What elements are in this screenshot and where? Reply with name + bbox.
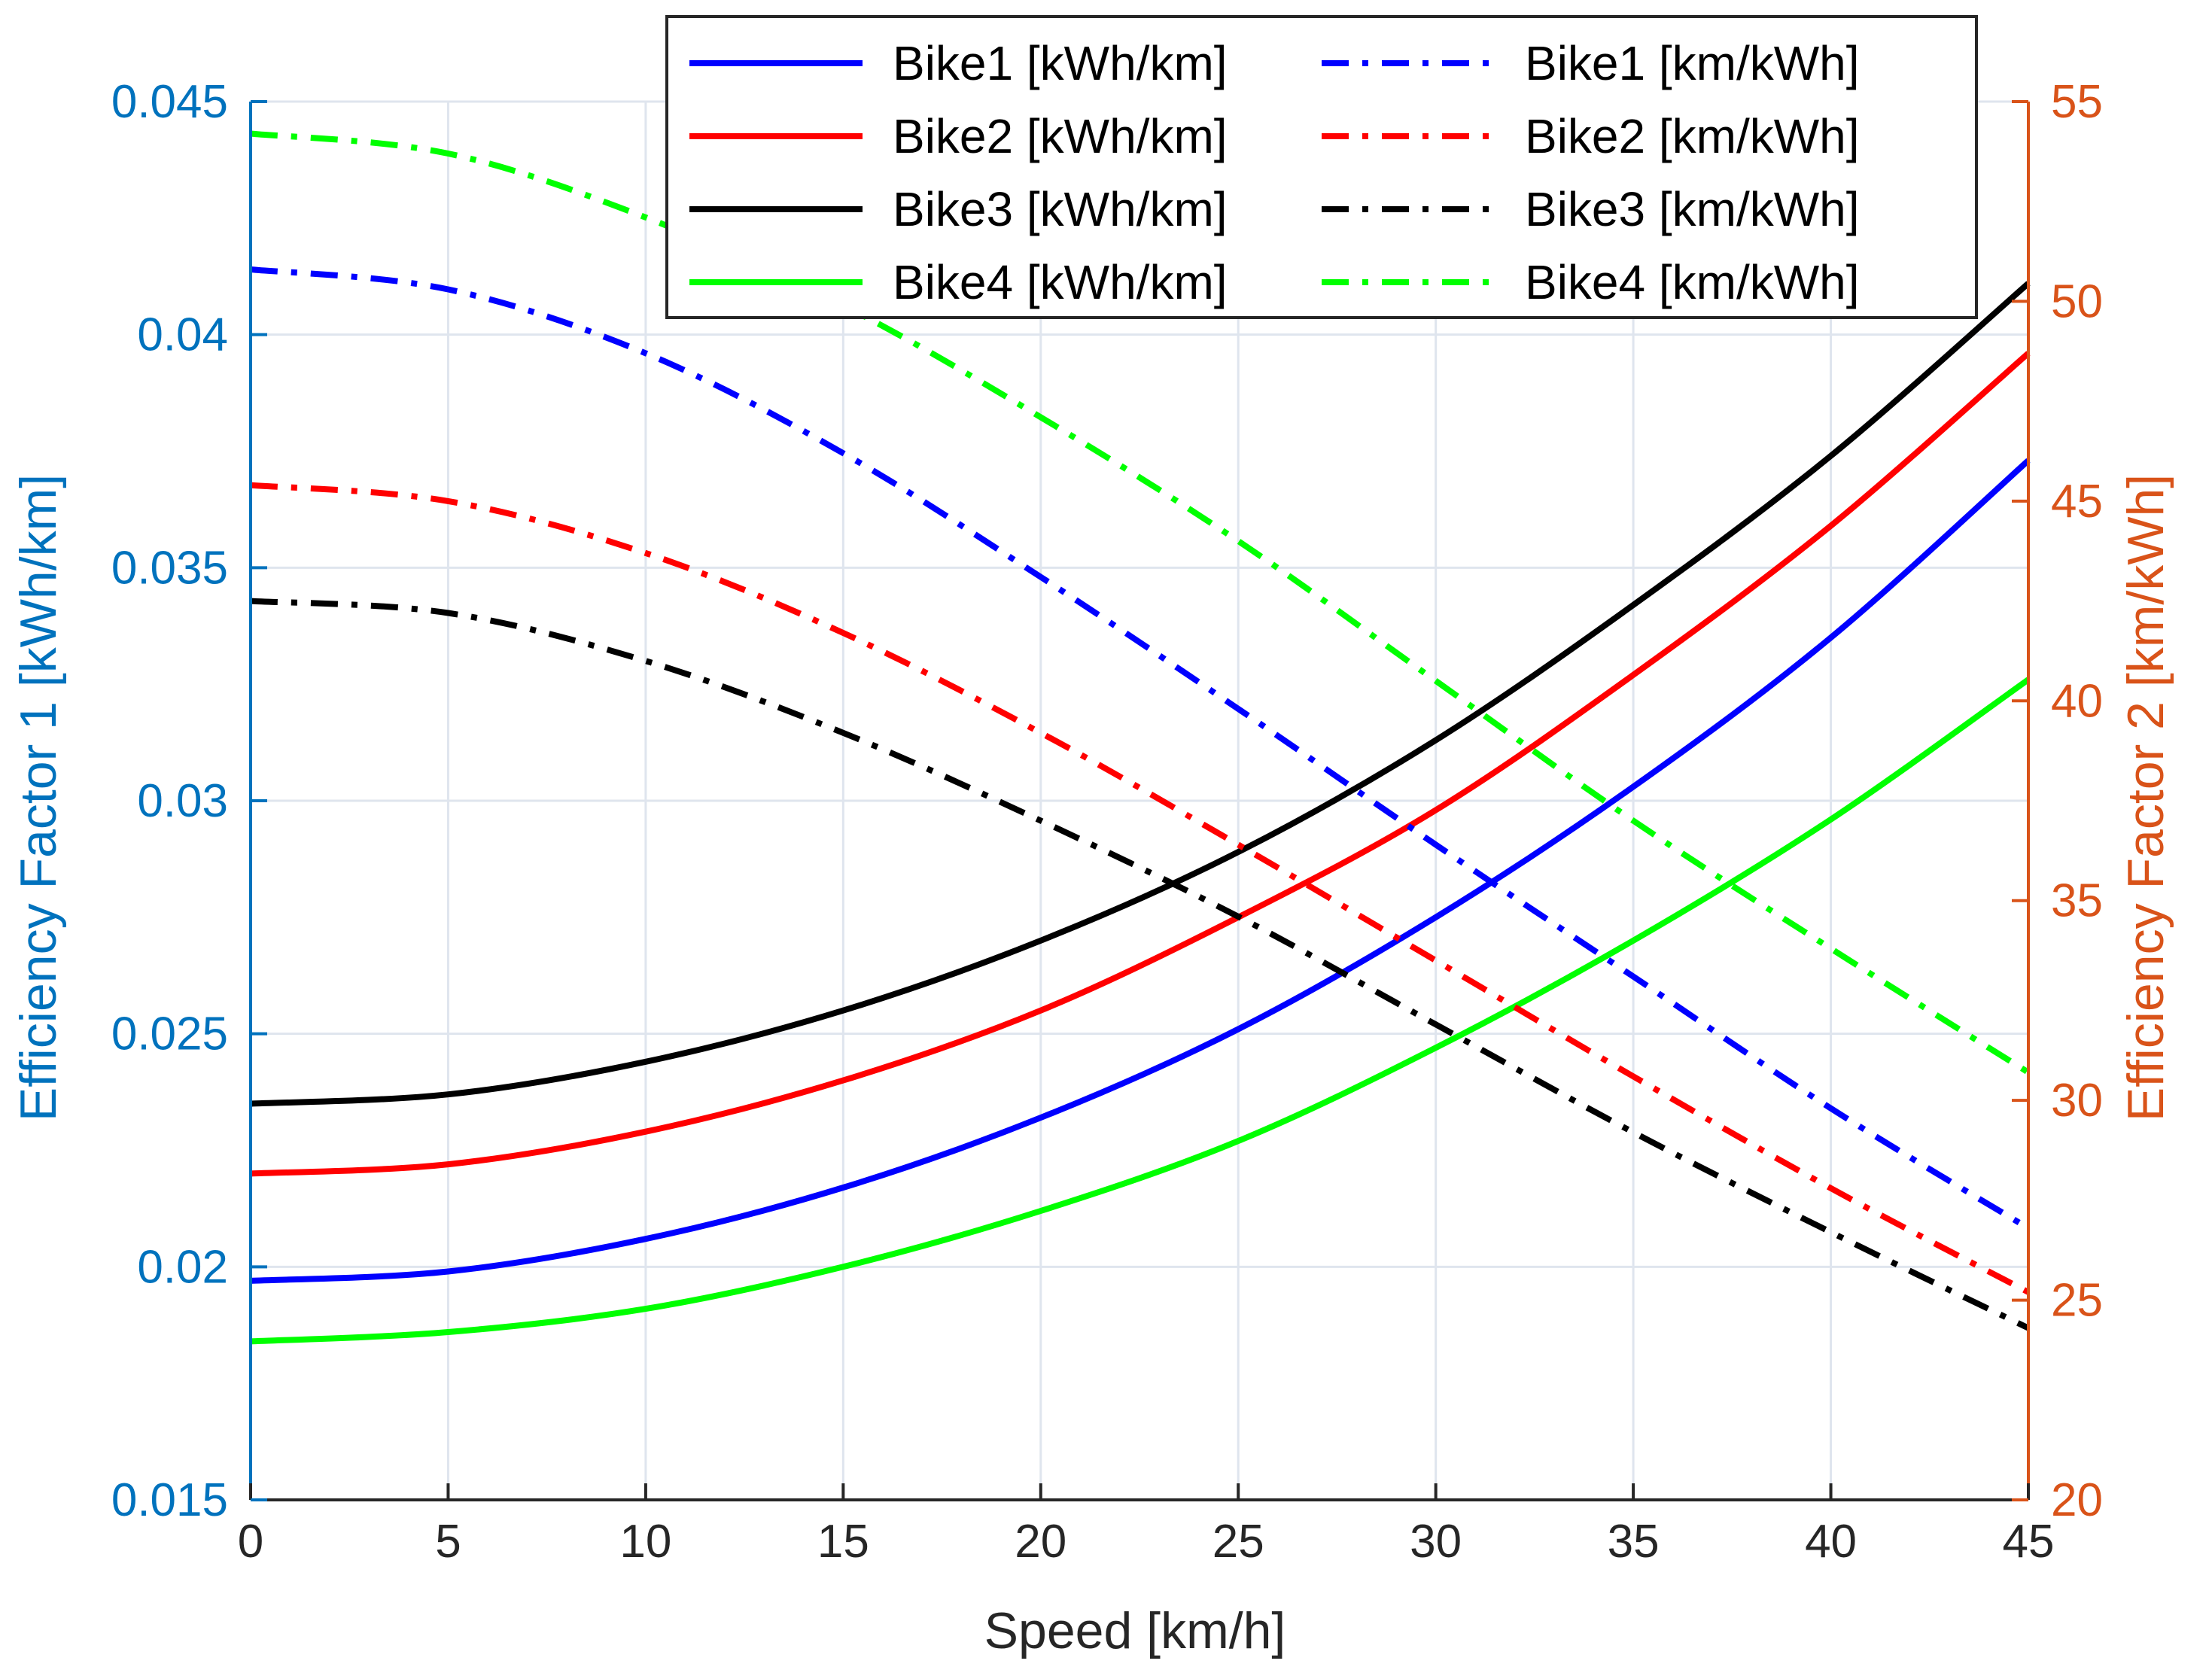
right-y-tick-label: 20 <box>2051 1474 2103 1526</box>
x-tick-label: 40 <box>1805 1516 1857 1568</box>
right-y-tick-label: 35 <box>2051 875 2103 927</box>
left-y-tick-label: 0.025 <box>111 1008 228 1060</box>
x-tick-label: 25 <box>1212 1516 1264 1568</box>
x-tick-label: 30 <box>1410 1516 1462 1568</box>
x-axis-title: Speed [km/h] <box>984 1602 1286 1659</box>
legend-label: Bike2 [km/kWh] <box>1525 109 1860 163</box>
x-tick-label: 10 <box>619 1516 671 1568</box>
left-y-tick-label: 0.045 <box>111 76 228 128</box>
right-y-axis-title: Efficiency Factor 2 [km/kWh] <box>2117 474 2174 1121</box>
series-line-bike3-km-kwh <box>250 598 2030 1331</box>
right-y-tick-label: 50 <box>2051 275 2103 327</box>
series-line-bike4-km-kwh <box>250 130 2031 1075</box>
axes <box>249 100 2030 1501</box>
right-y-tick-label: 30 <box>2051 1075 2103 1127</box>
series-lines <box>250 130 2031 1345</box>
legend-label: Bike3 [kWh/km] <box>893 182 1228 236</box>
series-line-bike4-kwh-km <box>250 677 2031 1345</box>
left-y-tick-label: 0.04 <box>137 309 228 361</box>
left-y-tick-label: 0.035 <box>111 542 228 594</box>
legend: Bike1 [kWh/km] Bike1 [km/kWh] Bike2 [kWh/k… <box>665 15 1978 319</box>
x-tick-label: 15 <box>817 1516 869 1568</box>
left-y-tick-label: 0.03 <box>137 775 228 827</box>
x-tick-label: 5 <box>435 1516 461 1568</box>
legend-label: Bike1 [km/kWh] <box>1525 36 1860 90</box>
left-y-tick-label: 0.02 <box>137 1241 228 1293</box>
right-y-tick-label: 25 <box>2051 1275 2103 1327</box>
legend-label: Bike4 [kWh/km] <box>893 255 1228 309</box>
x-tick-label: 35 <box>1608 1516 1660 1568</box>
left-y-tick-label: 0.015 <box>111 1474 228 1526</box>
legend-label: Bike2 [kWh/km] <box>893 109 1228 163</box>
tick-labels: 0 5 10 15 20 25 30 35 40 45 0.015 0.02 0.025 0.03 0.03… <box>111 76 2103 1568</box>
legend-label: Bike3 [km/kWh] <box>1525 182 1860 236</box>
right-y-tick-label: 40 <box>2051 675 2103 727</box>
x-tick-label: 0 <box>238 1516 263 1568</box>
x-tick-label: 45 <box>2003 1516 2055 1568</box>
right-y-tick-label: 45 <box>2051 476 2103 528</box>
x-tick-label: 20 <box>1015 1516 1066 1568</box>
series-line-bike2-kwh-km <box>250 351 2031 1177</box>
right-y-tick-label: 55 <box>2051 76 2103 128</box>
series-line-bike1-km-kwh <box>250 266 2031 1231</box>
legend-label: Bike4 [km/kWh] <box>1525 255 1860 309</box>
series-line-bike2-km-kwh <box>250 482 2030 1295</box>
legend-box <box>665 15 1978 319</box>
left-y-axis-title: Efficiency Factor 1 [kWh/km] <box>10 474 67 1121</box>
series-line-bike1-kwh-km <box>250 458 2031 1284</box>
legend-label: Bike1 [kWh/km] <box>893 36 1228 90</box>
